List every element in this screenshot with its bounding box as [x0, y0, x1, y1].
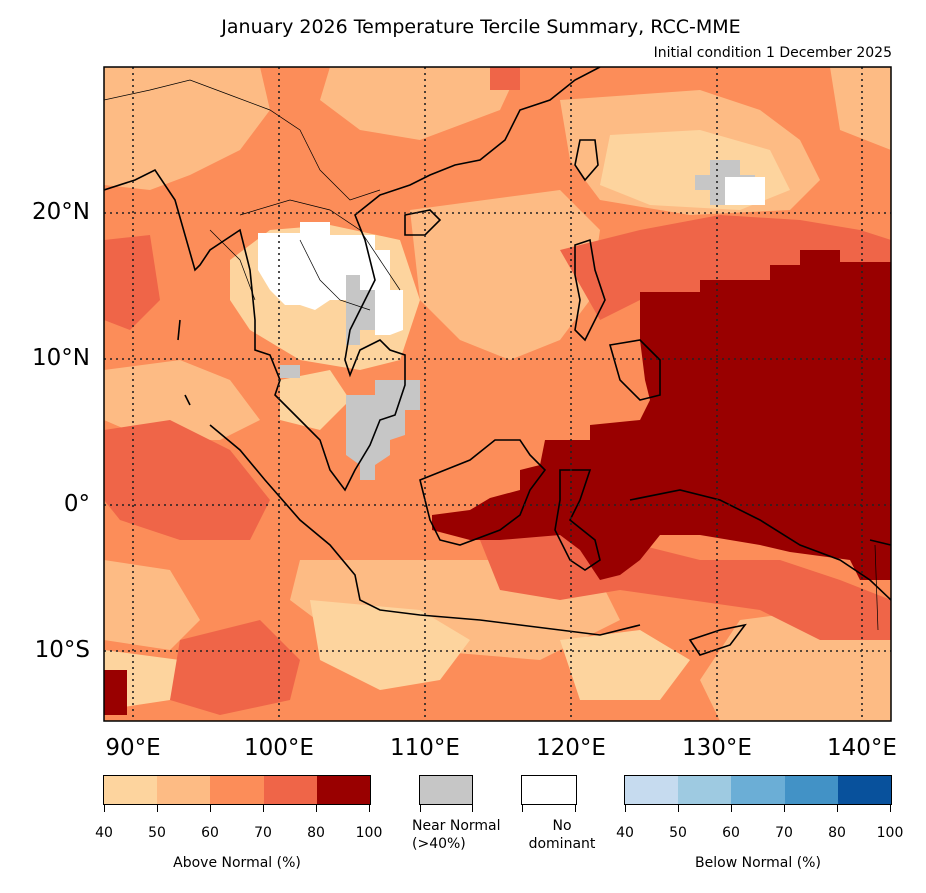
lon-label-100e: 100°E — [244, 735, 314, 761]
above-swatch-40 — [104, 776, 158, 804]
no-dominant-label: No dominant — [528, 818, 596, 852]
lon-label-120e: 120°E — [536, 735, 606, 761]
map-subtitle: Initial condition 1 December 2025 — [653, 45, 892, 61]
no-dominant-swatch — [521, 775, 577, 805]
below-swatch-50 — [678, 776, 732, 804]
near-normal-label: Near Normal (>40%) — [412, 818, 501, 852]
above-tick: 70 — [254, 825, 272, 841]
above-swatch-60 — [210, 776, 264, 804]
near-normal-fill — [420, 776, 472, 804]
below-swatch-80 — [837, 776, 892, 804]
country-borders — [104, 79, 879, 631]
map-frame — [103, 66, 892, 722]
above-normal-colorbar — [103, 775, 371, 805]
above-swatch-70 — [263, 776, 317, 804]
above-tick: 40 — [95, 825, 113, 841]
below-swatch-70 — [784, 776, 838, 804]
below-normal-colorbar — [624, 775, 892, 805]
above-normal-title: Above Normal (%) — [173, 855, 301, 871]
gridlines — [104, 67, 891, 721]
map-title: January 2026 Temperature Tercile Summary… — [221, 16, 741, 38]
lon-label-140e: 140°E — [827, 735, 897, 761]
below-normal-title: Below Normal (%) — [695, 855, 821, 871]
below-tick: 50 — [669, 825, 687, 841]
lon-label-90e: 90°E — [105, 735, 161, 761]
region-80 — [104, 250, 891, 715]
lon-label-130e: 130°E — [682, 735, 752, 761]
above-tick: 60 — [201, 825, 219, 841]
no-dominant-fill — [522, 776, 576, 804]
below-tick: 70 — [775, 825, 793, 841]
below-tick: 100 — [876, 825, 904, 841]
below-tick: 40 — [616, 825, 634, 841]
above-swatch-80 — [316, 776, 371, 804]
coastlines — [104, 67, 891, 656]
lat-label-20n: 20°N — [32, 199, 90, 225]
above-tick: 80 — [307, 825, 325, 841]
lat-label-0: 0° — [63, 491, 90, 517]
below-tick: 60 — [722, 825, 740, 841]
lat-label-10n: 10°N — [32, 345, 90, 371]
above-swatch-50 — [157, 776, 211, 804]
below-swatch-60 — [731, 776, 785, 804]
above-tick: 50 — [148, 825, 166, 841]
lon-label-110e: 110°E — [390, 735, 460, 761]
near-normal-swatch — [419, 775, 473, 805]
lat-label-10s: 10°S — [34, 637, 90, 663]
above-tick: 100 — [355, 825, 383, 841]
below-swatch-40 — [625, 776, 679, 804]
below-tick: 80 — [828, 825, 846, 841]
